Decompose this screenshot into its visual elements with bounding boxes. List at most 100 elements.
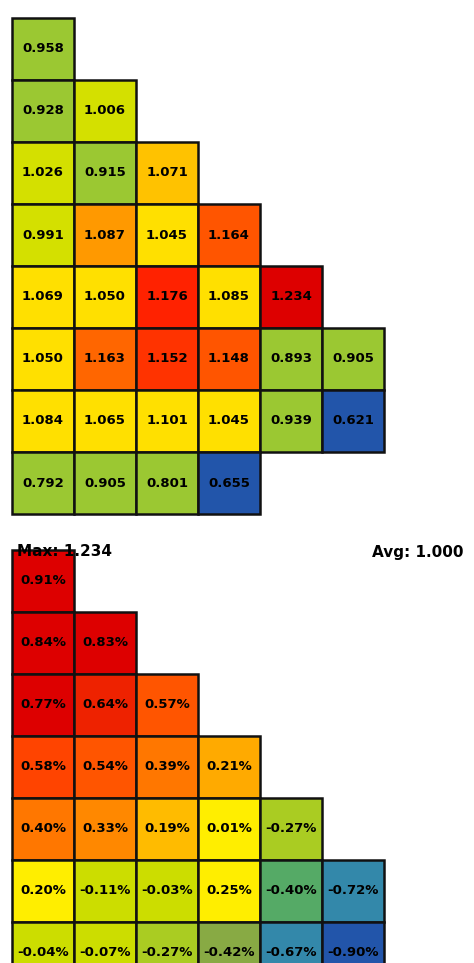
Text: -0.40%: -0.40% <box>265 884 317 898</box>
Bar <box>198 922 260 963</box>
Text: 0.991: 0.991 <box>22 228 64 242</box>
Bar <box>198 860 260 922</box>
Text: 0.792: 0.792 <box>22 477 64 489</box>
Bar <box>74 390 136 452</box>
Bar <box>136 452 198 514</box>
Text: -0.90%: -0.90% <box>327 947 379 959</box>
Text: 0.655: 0.655 <box>208 477 250 489</box>
Bar <box>198 736 260 798</box>
Text: 0.83%: 0.83% <box>82 637 128 649</box>
Text: 0.33%: 0.33% <box>82 822 128 836</box>
Text: 1.050: 1.050 <box>84 291 126 303</box>
Bar <box>198 390 260 452</box>
Text: -0.04%: -0.04% <box>17 947 69 959</box>
Bar <box>12 390 74 452</box>
Bar <box>136 204 198 266</box>
Bar <box>74 612 136 674</box>
Bar <box>12 798 74 860</box>
Text: -0.11%: -0.11% <box>79 884 131 898</box>
Bar <box>136 674 198 736</box>
Text: 0.893: 0.893 <box>270 352 312 366</box>
Text: 1.065: 1.065 <box>84 414 126 428</box>
Text: 1.101: 1.101 <box>146 414 188 428</box>
Bar <box>322 328 384 390</box>
Text: 0.928: 0.928 <box>22 105 64 117</box>
Bar <box>322 860 384 922</box>
Text: 1.084: 1.084 <box>22 414 64 428</box>
Bar <box>260 266 322 328</box>
Bar <box>260 390 322 452</box>
Text: -0.72%: -0.72% <box>328 884 379 898</box>
Text: -0.67%: -0.67% <box>265 947 317 959</box>
Bar <box>136 922 198 963</box>
Text: 0.905: 0.905 <box>84 477 126 489</box>
Bar <box>12 550 74 612</box>
Bar <box>12 142 74 204</box>
Bar <box>12 328 74 390</box>
Text: 0.958: 0.958 <box>22 42 64 56</box>
Bar <box>322 922 384 963</box>
Bar <box>74 204 136 266</box>
Bar <box>136 390 198 452</box>
Text: 0.77%: 0.77% <box>20 698 66 712</box>
Text: Max: 1.234: Max: 1.234 <box>17 544 112 560</box>
Bar <box>12 266 74 328</box>
Text: 1.176: 1.176 <box>146 291 188 303</box>
Bar <box>12 736 74 798</box>
Bar <box>136 736 198 798</box>
Bar <box>136 266 198 328</box>
Bar <box>198 204 260 266</box>
Text: 1.050: 1.050 <box>22 352 64 366</box>
Bar <box>74 328 136 390</box>
Text: -0.03%: -0.03% <box>141 884 193 898</box>
Text: 0.915: 0.915 <box>84 167 126 179</box>
Text: 1.026: 1.026 <box>22 167 64 179</box>
Bar <box>198 798 260 860</box>
Bar <box>198 266 260 328</box>
Bar <box>198 328 260 390</box>
Bar <box>12 452 74 514</box>
Bar <box>260 798 322 860</box>
Text: 0.01%: 0.01% <box>206 822 252 836</box>
Bar <box>74 736 136 798</box>
Text: 0.905: 0.905 <box>332 352 374 366</box>
Bar <box>74 860 136 922</box>
Bar <box>198 452 260 514</box>
Text: 0.20%: 0.20% <box>20 884 66 898</box>
Bar <box>74 452 136 514</box>
Text: 0.19%: 0.19% <box>144 822 190 836</box>
Bar <box>74 674 136 736</box>
Bar <box>12 860 74 922</box>
Bar <box>12 80 74 142</box>
Bar <box>74 266 136 328</box>
Text: 1.045: 1.045 <box>146 228 188 242</box>
Text: 1.234: 1.234 <box>270 291 312 303</box>
Text: 0.84%: 0.84% <box>20 637 66 649</box>
Text: 0.25%: 0.25% <box>206 884 252 898</box>
Bar <box>12 674 74 736</box>
Text: 0.64%: 0.64% <box>82 698 128 712</box>
Bar <box>12 18 74 80</box>
Bar <box>136 860 198 922</box>
Text: 1.085: 1.085 <box>208 291 250 303</box>
Text: 1.148: 1.148 <box>208 352 250 366</box>
Text: 0.939: 0.939 <box>270 414 312 428</box>
Text: -0.07%: -0.07% <box>79 947 131 959</box>
Bar <box>74 798 136 860</box>
Bar <box>260 922 322 963</box>
Bar <box>136 798 198 860</box>
Text: 1.006: 1.006 <box>84 105 126 117</box>
Bar <box>74 922 136 963</box>
Text: 0.54%: 0.54% <box>82 761 128 773</box>
Bar <box>74 80 136 142</box>
Bar <box>136 328 198 390</box>
Text: 1.163: 1.163 <box>84 352 126 366</box>
Bar <box>260 860 322 922</box>
Text: 1.045: 1.045 <box>208 414 250 428</box>
Text: 0.21%: 0.21% <box>206 761 252 773</box>
Bar <box>12 204 74 266</box>
Text: -0.42%: -0.42% <box>203 947 255 959</box>
Bar <box>12 612 74 674</box>
Text: -0.27%: -0.27% <box>265 822 317 836</box>
Bar <box>322 390 384 452</box>
